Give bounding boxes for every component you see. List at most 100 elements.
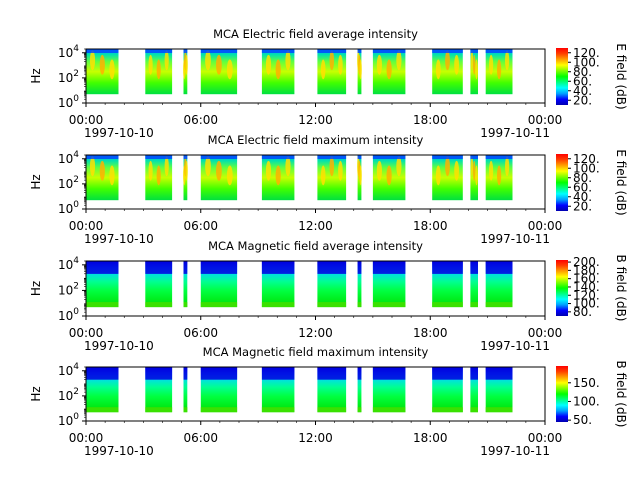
y-tick-label: 100 [58,307,79,323]
high-freq-band [200,49,238,53]
high-freq-band [145,261,173,274]
data-block [183,367,188,413]
colorbar-label: B field (dB) [614,255,628,322]
high-freq-band [470,367,478,380]
high-freq-band [145,49,173,53]
low-freq-band [372,407,406,413]
y-tick-label: 100 [58,94,79,110]
intensity-streak [89,50,96,71]
high-freq-band [261,261,295,274]
data-block [470,261,478,308]
x-tick-label: 00:00 [69,113,104,127]
intensity-streak [285,156,291,177]
intensity-streak [226,59,233,80]
y-tick-exponent: 2 [73,387,79,397]
y-axis-label: Hz [29,174,43,189]
colorbar-tick-label: 40. [573,84,592,98]
colorbar-tick-label: 100. [573,394,600,408]
y-tick-label: 104 [58,150,79,166]
x-tick-label: 00:00 [69,219,104,233]
high-freq-band [183,49,188,53]
panel-title: MCA Magnetic field maximum intensity [203,345,429,359]
x-tick-label: 00:00 [69,326,104,340]
intensity-streak [185,160,188,181]
intensity-streak [205,50,211,71]
low-freq-band [317,302,347,308]
y-tick-base: 10 [58,71,73,85]
data-block [357,261,362,308]
intensity-streak [164,50,169,71]
data-block [357,367,362,413]
x-date-end: 1997-10-11 [480,444,550,458]
y-tick-label: 100 [58,200,79,216]
intensity-streak [386,59,392,80]
high-freq-band [86,261,119,274]
y-tick-label: 104 [58,44,79,60]
high-freq-band [317,261,347,274]
x-tick-label: 18:00 [413,326,448,340]
high-freq-band [372,155,406,159]
intensity-streak [226,165,233,186]
low-freq-band [145,302,173,308]
low-freq-band [200,407,238,413]
high-freq-band [183,367,188,380]
colorbar-tick-label: 120. [573,288,600,302]
intensity-streak [359,59,362,80]
x-date-start: 1997-10-10 [84,126,154,140]
panel-title: MCA Magnetic field average intensity [208,239,423,253]
intensity-streak [454,54,459,75]
high-freq-band [485,49,513,53]
panel-4: MCA Magnetic field maximum intensity1001… [29,345,628,458]
y-tick-base: 10 [58,309,73,323]
low-freq-band [200,302,238,308]
intensity-streak [497,59,502,80]
intensity-streak [99,54,105,75]
high-freq-band [183,261,188,274]
intensity-streak [109,59,115,80]
intensity-streak [489,54,494,75]
colorbar-tick-label: 40. [573,190,592,204]
low-freq-band [86,302,119,308]
colorbar-tick-label: 120. [573,46,600,60]
intensity-streak [329,50,335,71]
x-tick-label: 06:00 [183,113,218,127]
intensity-streak [445,50,450,71]
intensity-streak [156,165,161,186]
high-freq-band [357,261,362,274]
intensity-streak [216,160,222,181]
intensity-streak [497,165,502,186]
y-tick-label: 102 [58,69,79,85]
x-tick-label: 00:00 [528,113,563,127]
intensity-streak [386,165,392,186]
x-tick-label: 12:00 [298,326,333,340]
high-freq-band [86,155,119,159]
y-tick-label: 102 [58,387,79,403]
intensity-streak [470,50,474,71]
x-date-start: 1997-10-10 [84,339,154,353]
intensity-streak [505,50,510,71]
low-freq-band [470,407,478,413]
intensity-streak [396,156,402,177]
x-date-start: 1997-10-10 [84,232,154,246]
intensity-streak [99,160,105,181]
y-tick-base: 10 [58,414,73,428]
colorbar-tick-label: 200. [573,255,600,269]
high-freq-band [432,155,463,159]
x-tick-label: 18:00 [413,219,448,233]
intensity-streak [489,160,494,181]
y-axis-label: Hz [29,386,43,401]
colorbar-tick-label: 150. [573,376,600,390]
high-freq-band [432,49,463,53]
x-tick-label: 12:00 [298,431,333,445]
y-tick-label: 102 [58,281,79,297]
intensity-streak [475,59,478,80]
low-freq-band [183,302,188,308]
y-tick-exponent: 4 [73,256,79,266]
high-freq-band [183,155,188,159]
data-block [470,367,478,413]
colorbar-tick-label: 100. [573,161,600,175]
intensity-streak [338,160,343,181]
high-freq-band [86,49,119,53]
colorbar-tick-label: 50. [573,413,592,427]
